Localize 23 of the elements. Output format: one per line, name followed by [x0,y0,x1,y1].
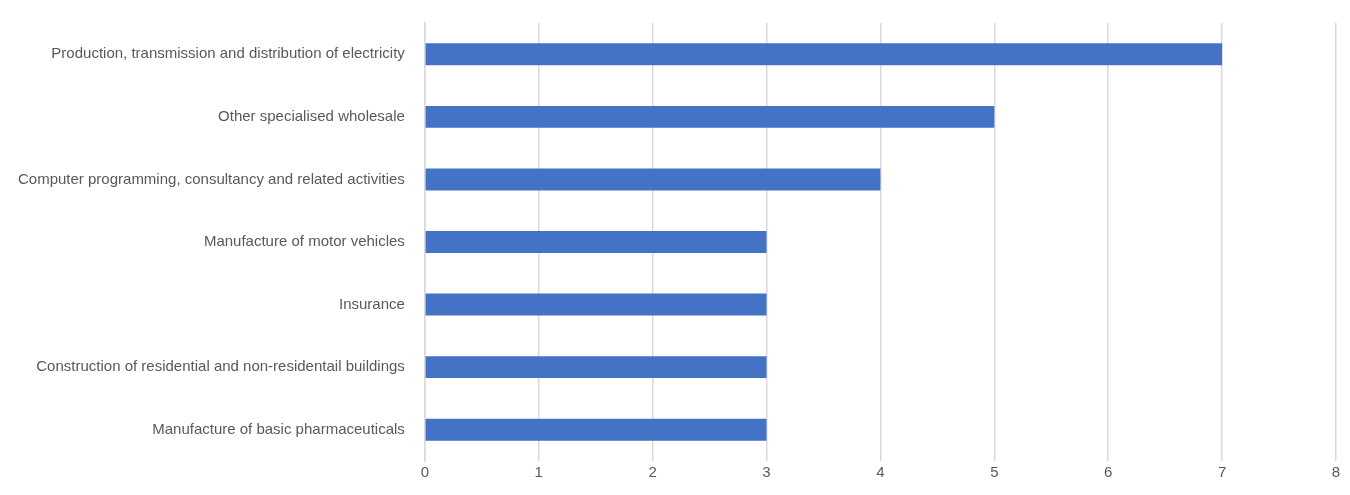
y-tick-label: Insurance [338,294,405,312]
x-tick-label: 4 [876,463,885,481]
x-tick-label: 1 [534,463,543,481]
x-tick-label: 8 [1331,463,1341,481]
y-tick-label: Production, transmission and distribution of electricity [51,44,406,62]
x-tick-label: 3 [762,463,771,481]
bar [425,293,767,316]
y-tick-label: Manufacture of basic pharmaceuticals [152,419,405,437]
bar [425,418,767,441]
y-tick-label: Other specialised wholesale [218,107,405,124]
x-tick-label: 5 [990,463,999,481]
x-tick-label: 6 [1104,463,1113,481]
x-tick-label: 0 [420,463,430,481]
bar [425,356,767,379]
y-tick-label: Manufacture of motor vehicles [203,232,405,250]
bar [425,43,1223,66]
x-tick-label: 2 [648,463,657,481]
bar [425,105,995,128]
y-tick-label: Computer programming, consultancy and related activities [17,169,405,187]
bar [425,168,881,191]
bar [425,231,767,253]
y-tick-label: Construction of residential and non-residentail buildings [36,357,405,375]
x-tick-label: 7 [1217,463,1227,481]
